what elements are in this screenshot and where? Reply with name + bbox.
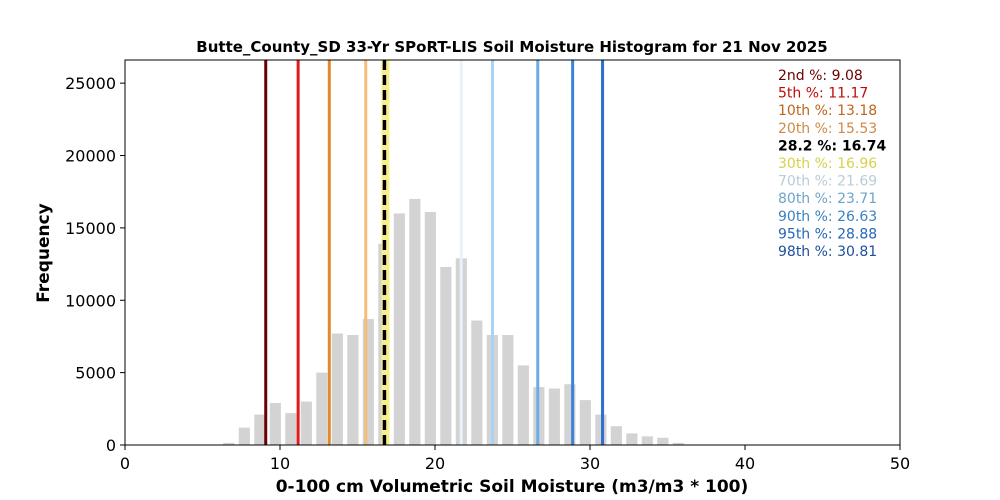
legend-entry: 10th %: 13.18 — [778, 103, 877, 119]
histogram-bar — [347, 335, 359, 445]
histogram-bar — [424, 211, 436, 445]
legend-entry: 70th %: 21.69 — [778, 174, 877, 190]
legend-entry: 80th %: 23.71 — [778, 191, 877, 207]
histogram-bar — [300, 401, 312, 445]
histogram-bar — [610, 426, 622, 445]
y-tick-label: 10000 — [65, 291, 116, 310]
legend-entry: 20th %: 15.53 — [778, 121, 877, 137]
y-tick-label: 0 — [106, 436, 116, 455]
histogram-bar — [471, 320, 483, 445]
legend-entry: 90th %: 26.63 — [778, 209, 877, 225]
histogram-bar — [269, 403, 281, 445]
histogram-bar — [409, 198, 421, 445]
x-tick-label: 40 — [735, 454, 755, 473]
chart-title: Butte_County_SD 33-Yr SPoRT-LIS Soil Moi… — [196, 38, 827, 56]
legend-entry: 5th %: 11.17 — [778, 86, 868, 102]
x-tick-label: 30 — [580, 454, 600, 473]
histogram-bar — [331, 333, 343, 445]
x-tick-label: 10 — [270, 454, 290, 473]
y-axis-ticks: 0 5000 10000 15000 20000 25000 — [65, 74, 125, 455]
histogram-bar — [254, 414, 266, 445]
histogram-bar — [285, 413, 297, 445]
x-tick-label: 50 — [890, 454, 910, 473]
histogram-bar — [626, 433, 638, 445]
x-axis-ticks: 0 10 20 30 40 50 — [120, 445, 910, 473]
legend-entry: 28.2 %: 16.74 — [778, 138, 886, 154]
histogram-bar — [672, 442, 684, 445]
legend-entry: 95th %: 28.88 — [778, 226, 877, 242]
percentile-lines — [264, 60, 605, 445]
histogram-bar — [595, 414, 607, 445]
histogram-bar — [579, 400, 591, 445]
histogram-bar — [502, 335, 514, 445]
histogram-bar — [316, 372, 328, 445]
y-tick-label: 20000 — [65, 147, 116, 166]
histogram-bar — [440, 266, 452, 445]
histogram-bar — [393, 213, 405, 445]
histogram-bar — [657, 437, 669, 445]
y-tick-label: 15000 — [65, 219, 116, 238]
histogram-bar — [517, 365, 529, 445]
y-axis-label: Frequency — [34, 203, 54, 303]
y-tick-label: 25000 — [65, 74, 116, 93]
histogram-bar — [641, 436, 653, 445]
x-tick-label: 20 — [425, 454, 445, 473]
histogram-bar — [238, 427, 250, 445]
histogram-bar — [223, 442, 235, 445]
histogram-bar — [548, 388, 560, 445]
legend-entry: 30th %: 16.96 — [778, 156, 877, 172]
legend-entry: 2nd %: 9.08 — [778, 68, 863, 84]
histogram-bars — [223, 198, 684, 445]
histogram-bar — [362, 319, 374, 445]
x-tick-label: 0 — [120, 454, 130, 473]
x-axis-label: 0-100 cm Volumetric Soil Moisture (m3/m3… — [276, 477, 749, 497]
legend-entry: 98th %: 30.81 — [778, 244, 877, 260]
y-tick-label: 5000 — [75, 364, 116, 383]
plot-frame — [124, 59, 901, 446]
histogram-bar — [564, 384, 576, 445]
